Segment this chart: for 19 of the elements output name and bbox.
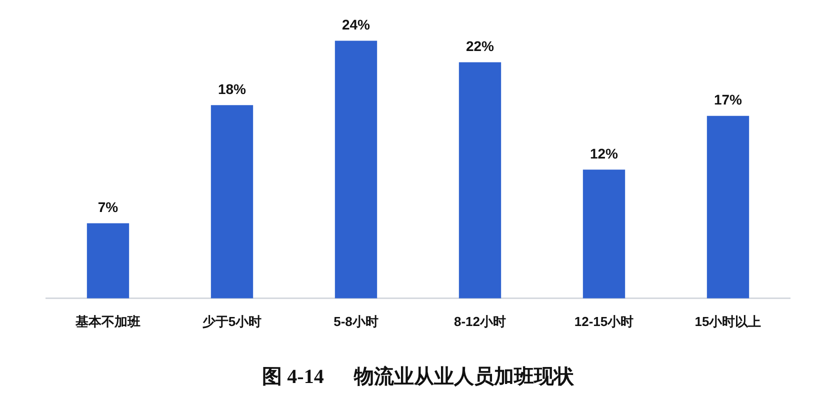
data-label: 17% xyxy=(714,92,743,108)
x-tick-label: 15小时以上 xyxy=(694,314,762,329)
bar xyxy=(86,223,130,298)
x-tick-label: 8-12小时 xyxy=(454,314,506,329)
x-tick-label: 12-15小时 xyxy=(574,314,634,329)
data-label: 12% xyxy=(590,145,619,162)
data-label: 7% xyxy=(98,199,119,216)
bar xyxy=(210,105,254,298)
text: 图 4-14 物流业从业人员加班现状 xyxy=(262,365,575,388)
data-label: 24% xyxy=(342,16,371,33)
data-label: 18% xyxy=(218,81,247,98)
bar xyxy=(458,62,502,298)
bar xyxy=(582,170,626,298)
data-label: 22% xyxy=(466,38,495,54)
bar xyxy=(334,40,378,298)
x-tick-label: 少于5小时 xyxy=(201,314,262,329)
bar xyxy=(706,116,750,298)
x-tick-label: 5-8小时 xyxy=(334,314,378,329)
x-tick-label: 基本不加班 xyxy=(74,314,140,329)
